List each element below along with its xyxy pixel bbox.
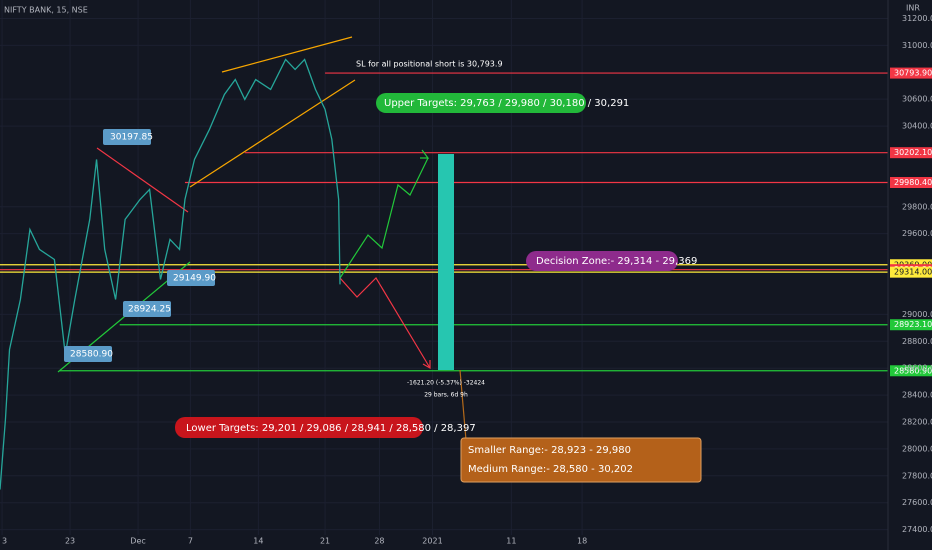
callout	[526, 251, 678, 271]
level-label: 28580.90	[894, 366, 932, 375]
y-tick-label: 30400.00	[902, 122, 932, 131]
price-tag	[167, 270, 215, 286]
upper-targets: Upper Targets: 29,763 / 29,980 / 30,180 …	[384, 98, 629, 109]
projection-down	[339, 277, 431, 369]
projection-up	[339, 157, 429, 279]
x-tick-label: 23	[65, 537, 75, 546]
y-tick-label: 29000.00	[902, 310, 932, 319]
smaller-range: Smaller Range:- 28,923 - 29,980	[468, 445, 631, 456]
lower-targets: Lower Targets: 29,201 / 29,086 / 28,941 …	[186, 423, 476, 434]
y-tick-label: 28200.00	[902, 418, 932, 427]
price-tag	[103, 129, 151, 145]
y-tick-label: 29600.00	[902, 229, 932, 238]
chart-title: NIFTY BANK, 15, NSE	[4, 6, 88, 15]
callout	[376, 93, 586, 113]
price-line	[0, 58, 341, 490]
price	[0, 58, 341, 490]
x-tick-label: 11	[506, 537, 516, 546]
currency: INR	[906, 4, 920, 13]
arrow-head	[420, 149, 430, 159]
price-tag	[64, 346, 112, 362]
level-tag	[890, 266, 932, 278]
x-tick-label: 14	[253, 537, 263, 546]
callout	[460, 437, 702, 483]
y-tick-label: 28600.00	[902, 364, 932, 373]
level-label: 30793.90	[894, 69, 932, 78]
x-tick-label: 2021	[422, 537, 442, 546]
trendline	[96, 147, 189, 213]
decision-zone: Decision Zone:- 29,314 - 29,369	[536, 256, 697, 267]
range-box	[438, 154, 454, 370]
y-tick-label: 27600.00	[902, 498, 932, 507]
level-tag	[890, 147, 932, 159]
y-tick-label: 31200.00	[902, 14, 932, 23]
y-tick-label: 31000.00	[902, 41, 932, 50]
sl-note: SL for all positional short is 30,793.9	[356, 60, 503, 69]
level-tag	[890, 365, 932, 377]
y-tick-label: 28800.00	[902, 337, 932, 346]
callout-pointer	[459, 369, 467, 441]
level-label: 29314.00	[894, 268, 932, 277]
arrow-head	[422, 360, 431, 370]
level-tag	[890, 319, 932, 331]
price-tag-label: 28580.90	[70, 350, 113, 360]
y-tick-label: 28400.00	[902, 391, 932, 400]
price-tag	[123, 301, 171, 317]
level-label: 30202.10	[894, 148, 932, 157]
medium-range: Medium Range:- 28,580 - 30,202	[468, 464, 633, 475]
trendline	[221, 36, 353, 73]
x-tick-label: 7	[188, 537, 193, 546]
y-tick-label: 27800.00	[902, 471, 932, 480]
y-tick-label: 28000.00	[902, 444, 932, 453]
x-tick-label: 28	[374, 537, 384, 546]
x-tick-label: 3	[2, 537, 7, 546]
level-tag	[890, 177, 932, 189]
level-tag	[890, 67, 932, 79]
measure-bars: 29 bars, 6d 9h	[424, 392, 468, 399]
y-tick-label: 27400.00	[902, 525, 932, 534]
trendline	[189, 79, 356, 188]
y-tick-label: 30600.00	[902, 95, 932, 104]
x-tick-label: 18	[577, 537, 587, 546]
measure: -1621.20 (-5.37%) -32424	[407, 380, 485, 387]
level-label: 29980.40	[894, 178, 932, 187]
x-tick-label: Dec	[130, 537, 145, 546]
price-tag-label: 29149.90	[173, 274, 216, 284]
level-label: 28923.10	[894, 320, 932, 329]
y-tick-label: 29800.00	[902, 202, 932, 211]
price-tag-label: 28924.25	[128, 305, 171, 315]
x-tick-label: 21	[320, 537, 330, 546]
price-tag-label: 30197.85	[110, 133, 153, 143]
callout	[175, 417, 423, 438]
